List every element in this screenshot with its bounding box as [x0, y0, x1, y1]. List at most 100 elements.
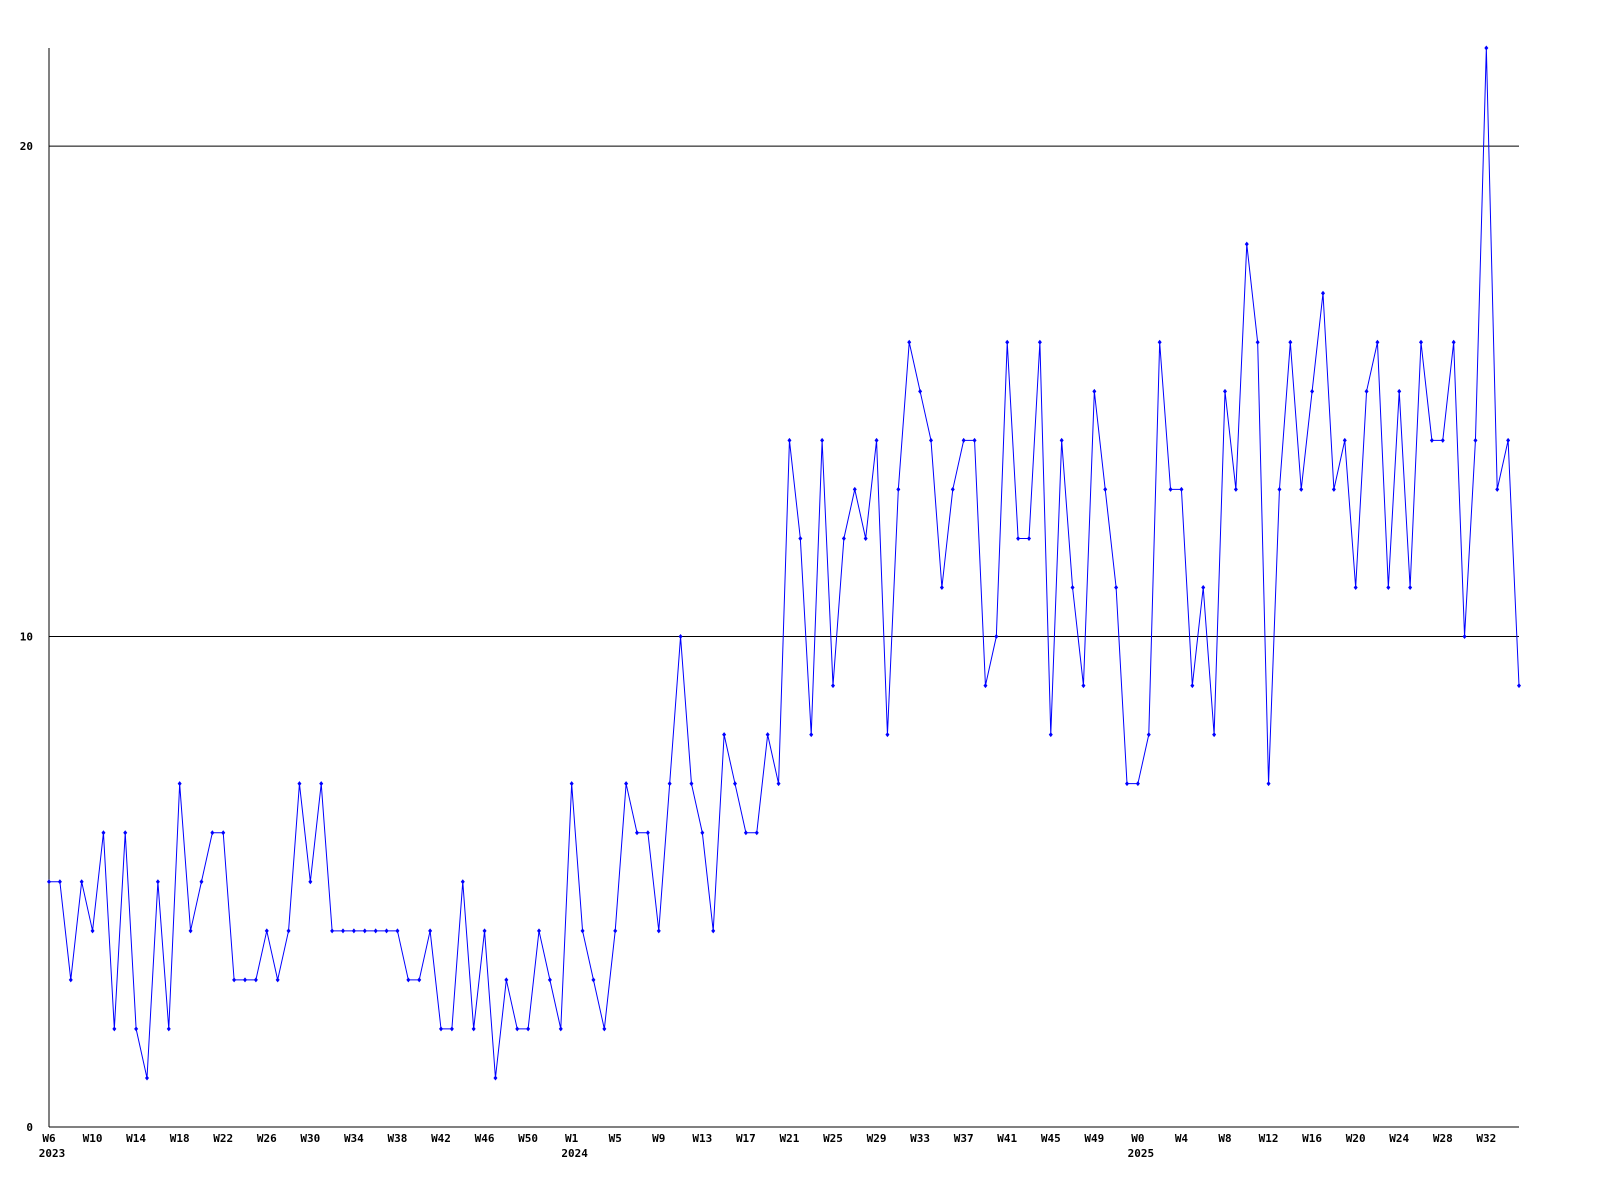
x-tick-label: W33 [910, 1132, 930, 1145]
data-point [1125, 781, 1129, 787]
data-point [863, 535, 868, 541]
data-point [656, 928, 661, 934]
data-point [787, 437, 792, 443]
data-point [221, 830, 226, 836]
data-point [722, 732, 727, 738]
data-point [831, 683, 835, 689]
data-point [1037, 339, 1042, 345]
data-point [47, 879, 51, 885]
x-tick-label: W24 [1389, 1132, 1409, 1145]
data-point [1146, 732, 1151, 738]
data-point [961, 437, 966, 443]
data-point [602, 1026, 607, 1032]
data-point [537, 928, 541, 934]
x-tick-label: W12 [1259, 1132, 1279, 1145]
data-point [841, 535, 846, 541]
data-point [330, 928, 335, 934]
data-point [526, 1026, 531, 1032]
data-point [896, 486, 901, 492]
data-point [1266, 781, 1271, 787]
data-point [275, 977, 280, 983]
data-point [1048, 732, 1053, 738]
data-point [907, 339, 912, 345]
data-point [1429, 437, 1434, 443]
x-tick-label: W1 [565, 1132, 579, 1145]
data-point [1255, 339, 1260, 345]
data-point [123, 830, 128, 836]
data-point [1288, 339, 1293, 345]
data-point [1310, 388, 1315, 394]
data-point [493, 1075, 498, 1081]
data-point [351, 928, 356, 934]
data-point [918, 388, 923, 394]
x-tick-label: W26 [257, 1132, 277, 1145]
y-tick-label: 10 [20, 631, 33, 644]
x-tick-label: W50 [518, 1132, 538, 1145]
x-tick-label: W21 [780, 1132, 800, 1145]
data-point [188, 928, 193, 934]
data-point [1517, 683, 1521, 689]
data-point [1462, 634, 1467, 640]
data-point [482, 928, 487, 934]
x-tick-label: W5 [609, 1132, 622, 1145]
data-point [515, 1026, 520, 1032]
data-point [700, 830, 705, 836]
x-tick-label: W45 [1041, 1132, 1061, 1145]
x-tick-label: W37 [954, 1132, 974, 1145]
data-point [1212, 732, 1217, 738]
data-point [1386, 585, 1391, 590]
data-point [460, 879, 465, 885]
data-point [580, 928, 585, 934]
x-tick-label: W16 [1302, 1132, 1322, 1145]
data-point [177, 781, 182, 787]
data-point [743, 830, 748, 836]
year-label: 2024 [561, 1147, 588, 1160]
data-point [1495, 486, 1500, 492]
data-point [90, 928, 95, 934]
data-point [852, 486, 857, 492]
data-point [1440, 437, 1445, 443]
data-point [972, 437, 977, 443]
data-point [689, 781, 694, 787]
data-point [1451, 339, 1456, 345]
x-tick-label: W4 [1175, 1132, 1189, 1145]
data-line [49, 47, 1520, 1079]
data-point [1070, 585, 1075, 590]
data-point [68, 977, 73, 983]
data-point [384, 928, 389, 934]
x-tick-label: W0 [1131, 1132, 1144, 1145]
data-point [1027, 535, 1031, 541]
data-point [820, 437, 825, 443]
data-point [950, 486, 955, 492]
data-point [439, 1026, 443, 1032]
data-point [809, 732, 814, 738]
x-tick-label: W49 [1084, 1132, 1104, 1145]
data-point [1168, 486, 1173, 492]
data-point [994, 634, 999, 640]
data-point [286, 928, 291, 934]
x-tick-label: W17 [736, 1132, 756, 1145]
data-point [678, 634, 683, 640]
x-tick-label: W10 [83, 1132, 103, 1145]
data-point [449, 1026, 454, 1032]
data-point [1277, 486, 1282, 492]
data-point [341, 928, 345, 934]
data-point [308, 879, 313, 885]
data-point [624, 781, 629, 787]
data-point [297, 781, 302, 787]
data-point [417, 977, 422, 983]
data-point [1135, 781, 1140, 787]
data-point [1103, 486, 1108, 492]
data-point [929, 437, 933, 443]
data-point [199, 879, 204, 885]
data-point [874, 437, 879, 443]
data-point [232, 977, 237, 983]
data-point [79, 879, 84, 885]
data-point [754, 830, 759, 836]
x-tick-label: W6 [42, 1132, 56, 1145]
data-point [504, 977, 509, 983]
data-point [1408, 585, 1413, 590]
data-point [983, 683, 988, 689]
data-point [253, 977, 258, 983]
x-tick-label: W13 [692, 1132, 712, 1145]
